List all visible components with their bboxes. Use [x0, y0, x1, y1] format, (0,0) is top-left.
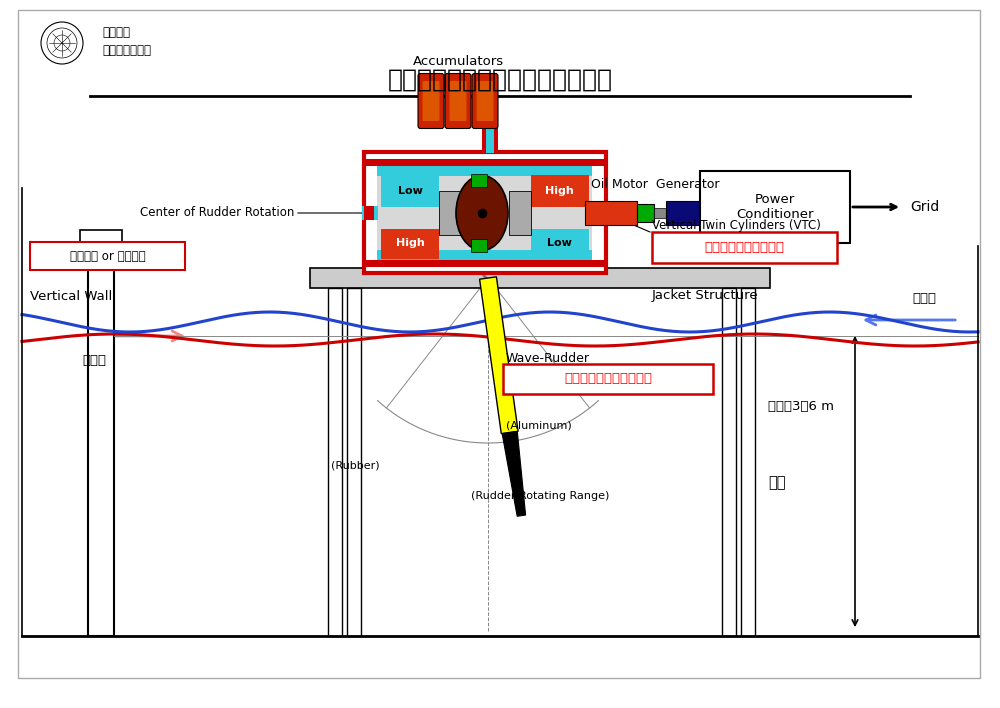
FancyBboxPatch shape	[450, 81, 466, 121]
Ellipse shape	[456, 176, 508, 251]
FancyBboxPatch shape	[445, 74, 471, 128]
Bar	[652, 232, 837, 263]
Bar	[88, 246, 114, 636]
Bar	[471, 239, 487, 252]
Bar	[381, 229, 439, 258]
Text: High: High	[396, 239, 425, 249]
Text: 反射波: 反射波	[82, 353, 106, 367]
Text: Power
Conditioner: Power Conditioner	[736, 193, 814, 221]
Bar	[377, 166, 592, 261]
Text: 東京大学: 東京大学	[102, 25, 130, 38]
Text: High: High	[545, 186, 574, 196]
Text: Oil Motor  Generator: Oil Motor Generator	[591, 178, 719, 191]
Text: Wave-Rudder: Wave-Rudder	[506, 351, 590, 365]
Bar	[377, 166, 592, 176]
Text: Accumulators: Accumulators	[412, 55, 504, 68]
Bar	[596, 206, 606, 220]
Bar	[666, 201, 726, 225]
Bar	[585, 207, 606, 219]
Text: Vertical Wall: Vertical Wall	[30, 290, 112, 302]
Bar	[328, 288, 342, 636]
FancyBboxPatch shape	[418, 74, 444, 128]
Text: Low: Low	[398, 186, 423, 196]
Bar	[637, 204, 654, 222]
Bar	[482, 126, 498, 152]
Bar	[592, 206, 608, 220]
Bar	[364, 152, 606, 273]
Bar	[381, 175, 439, 207]
FancyBboxPatch shape	[423, 81, 440, 121]
Text: Jacket Structure: Jacket Structure	[652, 290, 759, 302]
Bar	[347, 288, 361, 636]
FancyBboxPatch shape	[476, 81, 493, 121]
Bar	[439, 191, 461, 235]
Text: 水深：3～6 m: 水深：3～6 m	[768, 399, 834, 413]
Text: Grid: Grid	[910, 200, 939, 214]
Text: (Rudder Rotating Range): (Rudder Rotating Range)	[471, 491, 609, 501]
Bar	[722, 288, 736, 636]
Bar	[700, 171, 850, 243]
Text: アルミ・ゴム複合ラダー: アルミ・ゴム複合ラダー	[564, 372, 652, 385]
Text: 入射波: 入射波	[912, 292, 936, 304]
Bar	[585, 210, 606, 216]
Bar	[503, 364, 713, 394]
Text: 平塚波力発電所：作動原理と特徴: 平塚波力発電所：作動原理と特徴	[388, 68, 612, 92]
FancyBboxPatch shape	[472, 74, 498, 128]
Bar	[509, 191, 530, 235]
Bar	[741, 288, 755, 636]
Bar	[30, 242, 185, 270]
Polygon shape	[480, 277, 518, 434]
Bar	[377, 251, 592, 261]
Bar	[530, 175, 588, 207]
Text: 生産技術研究所: 生産技術研究所	[102, 43, 151, 57]
Bar	[486, 126, 494, 152]
Bar	[364, 261, 606, 267]
Bar	[362, 206, 378, 220]
Polygon shape	[502, 431, 526, 516]
Bar	[471, 174, 487, 187]
Text: (Aluminum): (Aluminum)	[506, 420, 572, 430]
Text: Vertical Twin Cylinders (VTC): Vertical Twin Cylinders (VTC)	[652, 219, 821, 232]
Bar	[310, 268, 770, 288]
Text: （防波堤 or 反射板）: （防波堤 or 反射板）	[70, 249, 145, 263]
Bar	[364, 159, 606, 166]
Bar	[364, 206, 374, 220]
Text: 油圧シリンダ邉直配置: 油圧シリンダ邉直配置	[704, 241, 784, 254]
Text: (Rubber): (Rubber)	[331, 461, 379, 471]
Text: Center of Rudder Rotation: Center of Rudder Rotation	[140, 207, 294, 219]
Bar	[80, 230, 122, 246]
Text: Low: Low	[547, 239, 572, 249]
Bar	[530, 229, 588, 258]
Bar	[654, 208, 666, 218]
Bar	[585, 201, 637, 225]
Text: 海底: 海底	[768, 476, 786, 491]
